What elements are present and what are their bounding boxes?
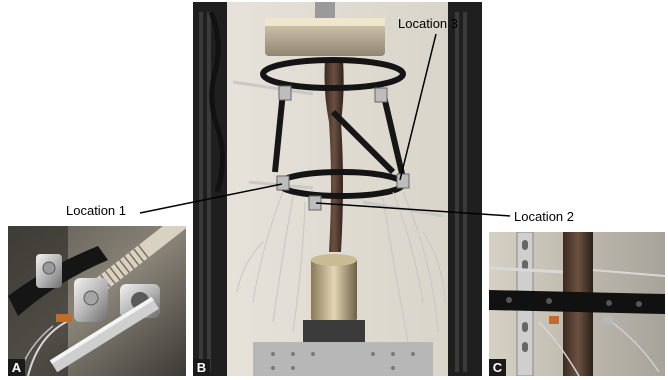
panel-b-label: B [193, 359, 210, 376]
panel-b-photo: B [193, 2, 482, 376]
panel-a-label: A [8, 359, 25, 376]
location3-leader [399, 33, 437, 181]
location3-label: Location 3 [398, 16, 458, 31]
location1-leader [139, 183, 283, 214]
location2-leader [315, 202, 511, 217]
panel-c-photo: C [489, 232, 665, 376]
location1-label: Location 1 [66, 203, 126, 218]
panel-a-photo: A [8, 226, 186, 376]
panel-c-label: C [489, 359, 506, 376]
location2-label: Location 2 [514, 209, 574, 224]
